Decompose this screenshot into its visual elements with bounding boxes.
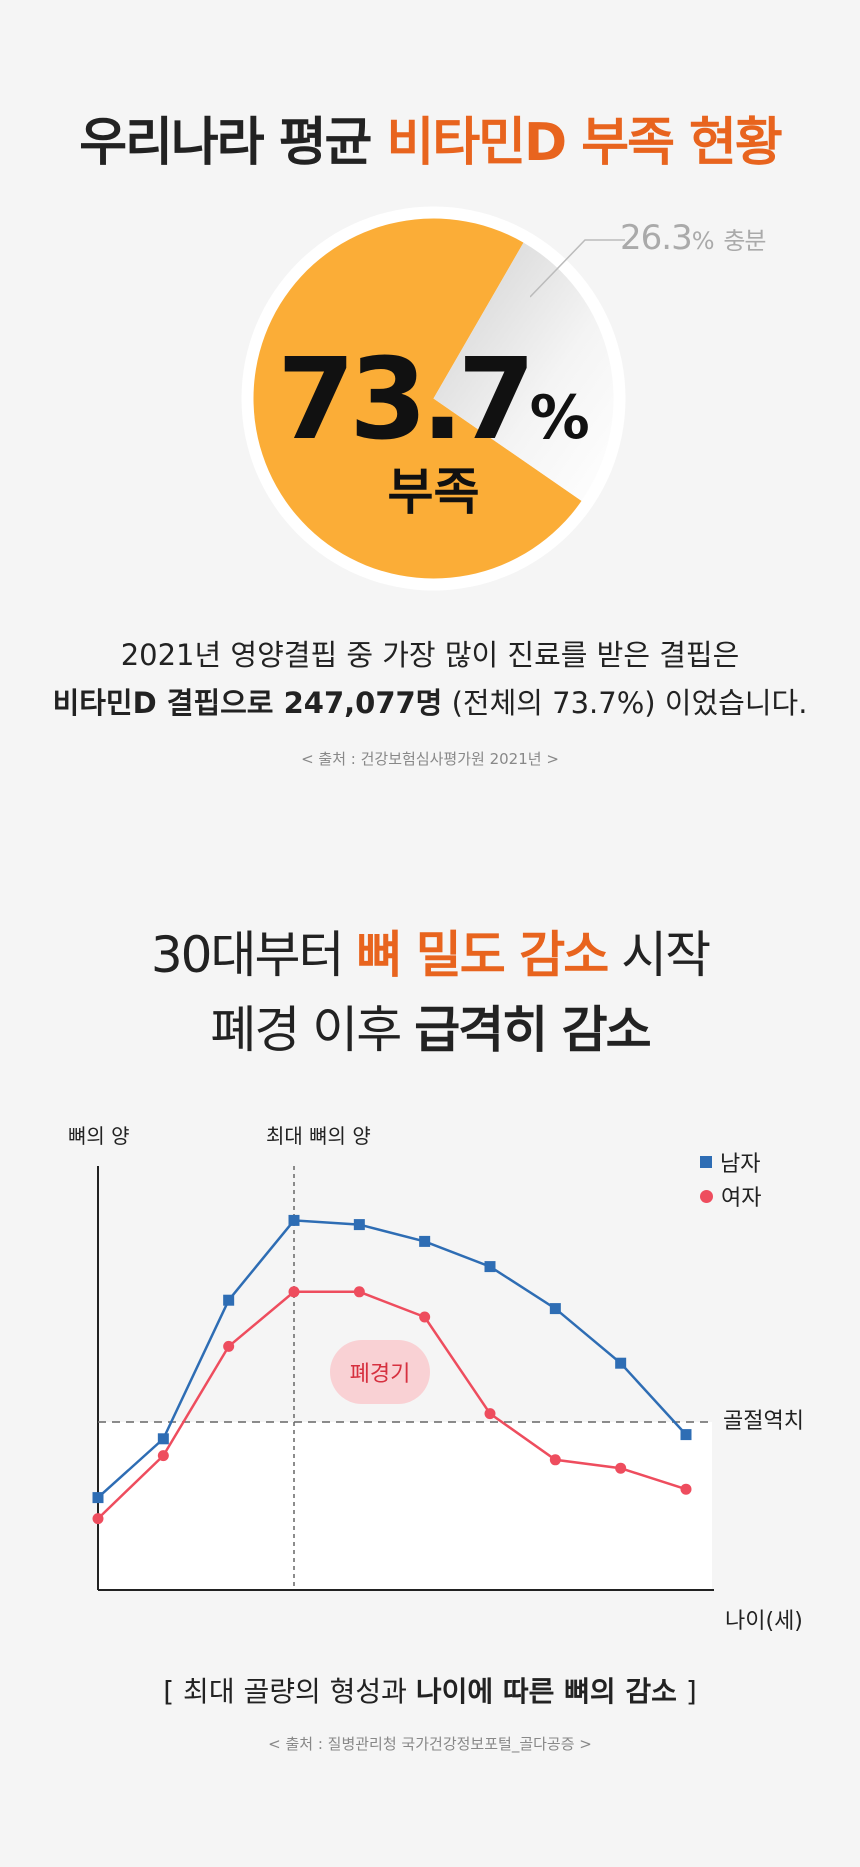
- legend-item-male: 남자: [700, 1146, 761, 1178]
- section2-title-1b: 시작: [607, 926, 711, 984]
- section1-title-highlight: 비타민D 부족 현황: [386, 113, 782, 173]
- section1-source: < 출처 : 건강보험심사평가원 2021년 >: [301, 750, 559, 768]
- point-1-0: [92, 1513, 104, 1525]
- point-0-0: [92, 1492, 104, 1504]
- point-0-6: [484, 1261, 496, 1273]
- below-threshold-area: [98, 1422, 712, 1590]
- chart-legend: 남자 여자: [700, 1146, 761, 1212]
- pie-main-value: 73.7%: [240, 335, 627, 465]
- point-1-1: [157, 1450, 169, 1462]
- legend-male-label: 남자: [720, 1152, 761, 1177]
- section2-title-1a: 30대부터: [150, 926, 357, 984]
- stat-line2-rest: (전체의 73.7%) 이었습니다.: [442, 686, 808, 720]
- point-0-8: [615, 1357, 627, 1369]
- peak-annotation: 최대 뼈의 양: [266, 1124, 371, 1148]
- legend-male-marker: [700, 1156, 712, 1168]
- section2-title-2a: 폐경 이후: [210, 1001, 415, 1059]
- point-0-5: [419, 1235, 431, 1247]
- point-1-4: [353, 1286, 365, 1298]
- callout-leader-line: [530, 239, 625, 298]
- section1-title-plain: 우리나라 평균: [79, 113, 387, 173]
- sufficient-label: 충분: [723, 227, 766, 255]
- series-line-0: [97, 1219, 687, 1499]
- point-0-9: [680, 1429, 692, 1441]
- deficient-label: 부족: [387, 463, 480, 521]
- caption-open: [ 최대 골량의 형성과: [163, 1675, 416, 1708]
- legend-female-marker: [700, 1189, 713, 1203]
- stat-line2-bold: 비타민D 결핍으로 247,077명: [52, 686, 443, 720]
- threshold-label: 골절역치: [723, 1409, 804, 1434]
- section1-title: 우리나라 평균 비타민D 부족 현황: [0, 100, 860, 175]
- point-0-2: [223, 1294, 235, 1306]
- deficient-value: 73.7: [277, 335, 535, 465]
- point-1-6: [484, 1408, 496, 1420]
- point-1-3: [288, 1286, 300, 1298]
- menopause-bubble: 폐경기: [330, 1340, 430, 1404]
- point-0-3: [288, 1214, 300, 1226]
- legend-female-label: 여자: [721, 1186, 762, 1211]
- point-0-4: [353, 1219, 365, 1231]
- caption-bold: 나이에 따른 뼈의 감소: [415, 1675, 677, 1708]
- legend-item-female: 여자: [700, 1180, 761, 1212]
- pie-slice-sufficient: [433, 242, 614, 501]
- section2-title-1-highlight: 뼈 밀도 감소: [356, 926, 609, 984]
- vitamin-d-pie-chart: [241, 206, 626, 591]
- chart-caption: [ 최대 골량의 형성과 나이에 따른 뼈의 감소 ]: [0, 1670, 860, 1710]
- y-axis-label: 뼈의 양: [68, 1124, 130, 1148]
- point-1-2: [223, 1340, 235, 1352]
- deficient-unit: %: [529, 383, 590, 453]
- bone-density-line-chart: 0102030405060708090: [92, 1166, 714, 1591]
- pie-slice-deficient: [253, 218, 582, 579]
- caption-close: ]: [676, 1675, 697, 1708]
- point-1-5: [419, 1311, 431, 1323]
- section2-source: < 출처 : 질병관리청 국가건강정보포털_골다공증 >: [268, 1735, 592, 1753]
- point-1-9: [680, 1483, 692, 1495]
- section2-title-line2: 폐경 이후 급격히 감소: [0, 990, 860, 1062]
- point-1-7: [549, 1454, 561, 1466]
- stat-line1: 2021년 영양결핍 중 가장 많이 진료를 받은 결핍은: [120, 638, 740, 672]
- x-axis-label: 나이(세): [725, 1609, 803, 1634]
- point-0-7: [549, 1303, 561, 1315]
- sufficient-value: 26.3: [620, 218, 693, 258]
- series-line-1: [97, 1290, 687, 1520]
- sufficient-callout: 26.3% 충분: [620, 218, 767, 258]
- point-1-8: [615, 1462, 627, 1474]
- stat-line2: 비타민D 결핍으로 247,077명 (전체의 73.7%) 이었습니다.: [0, 680, 860, 722]
- point-0-1: [157, 1433, 169, 1445]
- section2-title-line1: 30대부터 뼈 밀도 감소 시작: [0, 915, 860, 987]
- section2-title-2-bold: 급격히 감소: [414, 1001, 651, 1059]
- sufficient-unit: %: [691, 227, 715, 255]
